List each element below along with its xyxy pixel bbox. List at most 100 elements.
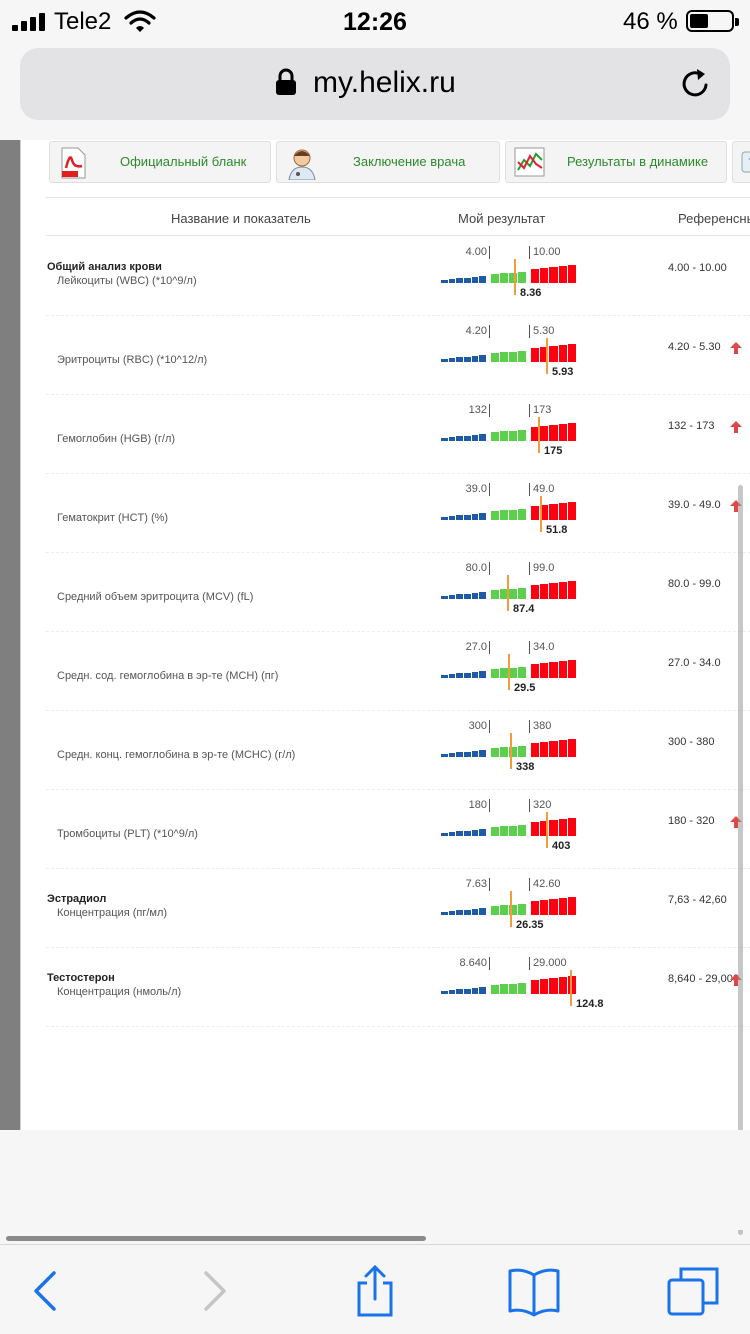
low-range-bar (471, 592, 479, 599)
url-text[interactable]: my.helix.ru (313, 66, 456, 99)
low-range-bar (464, 593, 471, 599)
normal-range-bar (491, 906, 499, 915)
test-name: Гемоглобин (HGB) (г/л) (57, 433, 176, 445)
test-name: Лейкоциты (WBC) (*10^9/л) (57, 275, 197, 287)
reference-range: 80.0 - 99.0 (668, 578, 721, 590)
bookmarks-icon[interactable] (506, 1265, 562, 1317)
reference-range: 7,63 - 42,60 (668, 894, 727, 906)
result-row: Эстрадиол Концентрация (пг/мл) 7.63 42.60 26… (46, 869, 750, 948)
range-high-tick (529, 404, 530, 417)
normal-range-bar (500, 510, 508, 520)
range-high-tick (529, 641, 530, 654)
range-high-label: 29.000 (533, 957, 567, 969)
normal-range-bar (509, 983, 517, 994)
result-gauge: 39.0 49.0 51.8 (441, 474, 581, 553)
group-title: Общий анализ крови (47, 261, 162, 273)
help-button[interactable]: ? (732, 141, 750, 183)
normal-range-bar (518, 430, 526, 441)
result-gauge: 132 173 175 (441, 395, 581, 474)
range-low-tick (489, 483, 490, 496)
low-range-bar (464, 356, 471, 362)
scrollbar[interactable] (738, 485, 743, 1235)
tabs-icon[interactable] (666, 1265, 722, 1317)
normal-range-bar (518, 667, 526, 678)
result-row: Эритроциты (RBC) (*10^12/л) 4.20 5.30 5.93 4… (46, 316, 750, 395)
result-value: 29.5 (514, 682, 536, 694)
reload-icon[interactable] (679, 68, 711, 100)
high-range-bar (558, 977, 567, 994)
range-low-tick (489, 641, 490, 654)
doctor-conclusion-button[interactable]: Заключение врача (276, 141, 500, 183)
share-icon[interactable] (347, 1265, 403, 1317)
normal-range-bar (500, 668, 508, 678)
official-form-button[interactable]: Официальный бланк (49, 141, 271, 183)
result-marker (508, 654, 510, 690)
normal-range-bar (509, 351, 517, 362)
normal-range-bar (518, 351, 526, 362)
status-bar: Tele2 12:26 46 % (0, 0, 750, 44)
results-dynamics-button[interactable]: Результаты в динамике (505, 141, 727, 183)
high-range-bar (558, 740, 567, 757)
reference-range: 300 - 380 (668, 736, 715, 748)
page-bottom-area (0, 1130, 750, 1230)
low-range-bar (456, 515, 463, 520)
low-range-bar (456, 436, 463, 441)
range-high-label: 49.0 (533, 483, 555, 495)
normal-range-bar (491, 669, 499, 678)
high-range-bar (549, 267, 558, 283)
result-value: 403 (552, 840, 571, 852)
high-range-bar (540, 268, 549, 283)
normal-range-bar (491, 432, 499, 441)
column-header-result: Мой результат (458, 211, 546, 226)
web-viewport: Официальный бланк Заключение врача Резул… (0, 140, 750, 1130)
range-high-label: 173 (533, 404, 552, 416)
normal-range-bar (491, 827, 499, 836)
low-range-bar (479, 829, 486, 836)
result-gauge: 7.63 42.60 26.35 (441, 869, 581, 948)
low-range-bar (441, 754, 448, 757)
high-range-bar (567, 423, 576, 441)
low-range-bar (448, 832, 456, 836)
range-low-label: 4.20 (465, 325, 487, 337)
high-range-bar (540, 347, 549, 362)
low-range-bar (471, 671, 479, 678)
column-header-name: Название и показатель (171, 211, 311, 226)
page-load-progress (6, 1236, 426, 1241)
low-range-bar (471, 434, 479, 441)
normal-range-bar (509, 272, 517, 283)
low-range-bar (464, 435, 471, 441)
range-high-tick (529, 483, 530, 496)
address-bar[interactable]: my.helix.ru (20, 48, 730, 120)
low-range-bar (479, 750, 486, 757)
battery-icon (686, 10, 739, 32)
high-range-bar (531, 269, 540, 283)
high-range-bar (549, 504, 558, 520)
test-name: Средн. конц. гемоглобина в эр-те (MCHC) … (57, 749, 296, 761)
result-row: Гемоглобин (HGB) (г/л) 132 173 175 132 - 173 (46, 395, 750, 474)
result-gauge: 180 320 403 (441, 790, 581, 869)
normal-range-bar (518, 904, 526, 915)
results-card: Официальный бланк Заключение врача Резул… (20, 140, 750, 1130)
back-icon[interactable] (20, 1265, 76, 1317)
range-high-tick (529, 878, 530, 891)
high-range-bar (558, 661, 567, 678)
low-range-bar (479, 276, 486, 283)
low-range-bar (456, 831, 463, 836)
low-range-bar (479, 987, 486, 994)
results-dynamics-label: Результаты в динамике (567, 154, 709, 169)
normal-range-bar (509, 509, 517, 520)
normal-range-bar (518, 509, 526, 520)
normal-range-bar (509, 825, 517, 836)
test-name: Концентрация (нмоль/л) (57, 986, 182, 998)
result-gauge: 80.0 99.0 87.4 (441, 553, 581, 632)
high-range-bar (567, 265, 576, 283)
svg-text:?: ? (748, 156, 750, 170)
normal-range-bar (491, 748, 499, 757)
official-form-label: Официальный бланк (120, 154, 247, 169)
range-high-label: 5.30 (533, 325, 555, 337)
range-low-tick (489, 957, 490, 970)
high-range-bar (567, 502, 576, 520)
forward-icon[interactable] (184, 1265, 240, 1317)
normal-range-bar (500, 984, 508, 994)
test-name: Средн. сод. гемоглобина в эр-те (MCH) (п… (57, 670, 279, 682)
